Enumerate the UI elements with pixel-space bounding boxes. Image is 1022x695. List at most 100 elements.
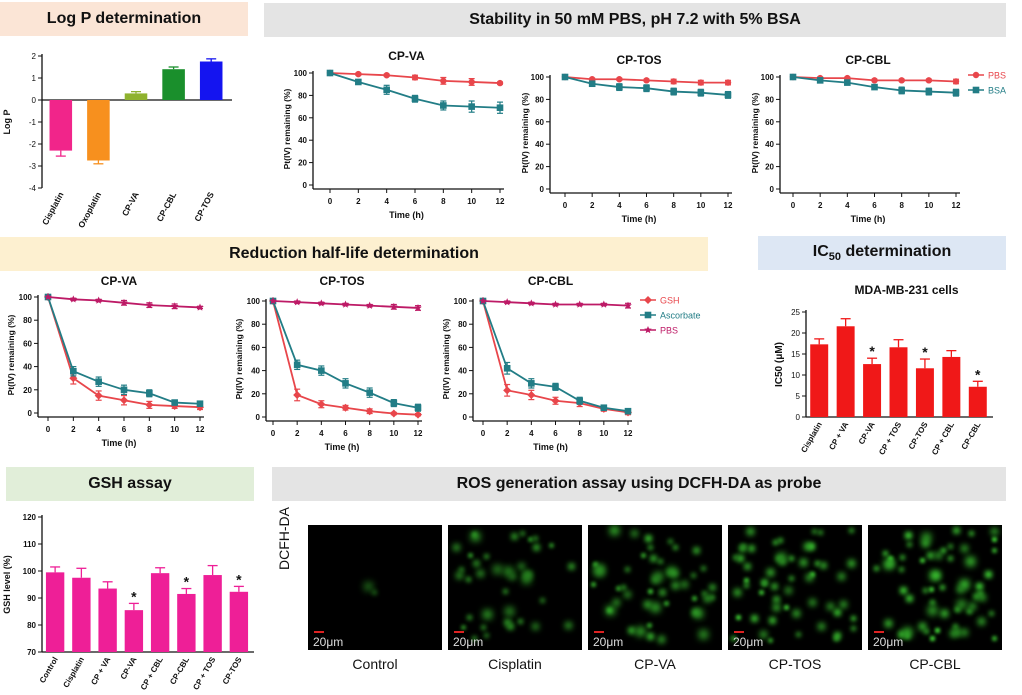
legend-marker [972,86,980,94]
category-label: CP-TOS [221,655,244,686]
bar [162,69,185,100]
y-tick-label: 40 [458,367,467,376]
ros-panel-cp-va: 20μm [588,525,722,650]
stability-cbl-chart: CP-CBL 0 20 40 60 80 100 0 2 4 6 8 10 12 Time (h) Pt(IV… [750,53,1006,224]
y-tick-label: 0 [540,185,545,194]
ros-panel-control: 20μm [308,525,442,650]
bar [863,364,882,417]
category-label: CP + TOS [191,655,217,692]
data-point [365,407,374,416]
data-point [120,298,128,307]
data-point [145,301,154,309]
x-axis-label: Time (h) [389,210,424,220]
data-point [293,390,302,399]
category-label: CP + TOS [877,420,903,457]
bar [72,577,91,652]
data-point [528,380,535,387]
bar [199,61,223,100]
ic50-banner-title: IC50 determination [812,242,952,264]
category-label: CP + CBL [930,420,956,456]
category-label: Control [38,656,60,685]
y-tick-label: 0 [28,409,33,418]
data-point [414,303,422,312]
category-label: CP-VA [119,655,139,681]
y-tick-label: 80 [765,95,774,104]
y-tick-label: 0 [463,413,468,422]
data-point [624,301,632,309]
data-point [503,364,511,372]
category-label: Cisplatin [40,190,66,226]
x-tick-label: 8 [899,201,904,210]
ros-caption: Control [352,656,398,672]
data-point [616,83,623,91]
x-tick-label: 2 [818,201,823,210]
x-tick-label: 0 [481,429,486,438]
data-point [643,77,650,84]
x-tick-label: 8 [147,425,152,434]
y-tick-label: 120 [23,513,37,522]
y-tick-label: 20 [251,390,260,399]
category-label: CP + VA [827,420,850,451]
data-point [503,298,511,306]
chart-title: MDA-MB-231 cells [854,283,958,297]
data-point [527,390,536,399]
x-tick-label: 4 [617,201,622,210]
ros-caption: CP-VA [634,656,676,672]
data-point [496,104,504,112]
fluorescent-cells [308,525,309,526]
category-label: Oxoplatin [76,190,103,229]
data-point [670,88,677,95]
fluorescent-cells [588,525,589,526]
series-line-ascorbate [482,300,629,413]
chart-title: CP-TOS [319,274,364,288]
y-tick-label: 60 [535,118,544,127]
data-point [844,79,851,86]
category-label: CP-VA [120,190,141,217]
scale-label: 20μm [453,635,484,649]
x-tick-label: 12 [414,429,423,438]
data-point [414,410,422,419]
data-point [440,102,447,109]
y-tick-label: 80 [535,95,544,104]
data-point [390,399,398,407]
y-tick-label: 80 [458,320,467,329]
y-tick-label: 20 [535,163,544,172]
x-tick-label: 4 [96,425,101,434]
x-tick-label: 10 [599,429,608,438]
y-tick-label: 100 [761,73,775,82]
data-point [120,396,128,405]
y-tick-label: 20 [765,163,774,172]
data-point [479,297,487,305]
bar [229,591,249,652]
significance-star: * [184,574,190,590]
x-tick-label: 12 [624,429,633,438]
legend-label: PBS [660,326,678,336]
data-point [389,409,398,418]
category-label: CP-VA [857,420,877,446]
data-point [616,76,623,83]
reduction-banner-title: Reduction half-life determination [229,245,479,262]
bar [836,326,855,417]
y-tick-label: -3 [29,162,37,171]
data-point [496,79,504,87]
y-tick-label: 80 [23,316,32,325]
data-point [871,83,878,91]
x-tick-label: 6 [644,201,649,210]
data-point [293,298,301,306]
y-tick-label: 40 [765,140,774,149]
data-point [341,300,350,308]
bar [150,573,170,652]
data-point [355,70,362,78]
y-tick-label: 1 [32,74,37,83]
data-point [468,103,475,110]
y-tick-label: 0 [796,413,801,422]
data-point [561,73,569,81]
data-point [724,91,732,99]
data-point [341,403,350,412]
bar [45,572,65,652]
gsh-banner: GSH assay [6,467,254,501]
data-point [952,78,960,85]
y-axis-label: Pt(IV) remaining (%) [6,314,16,395]
bar [810,344,829,417]
y-tick-label: 20 [791,329,800,338]
